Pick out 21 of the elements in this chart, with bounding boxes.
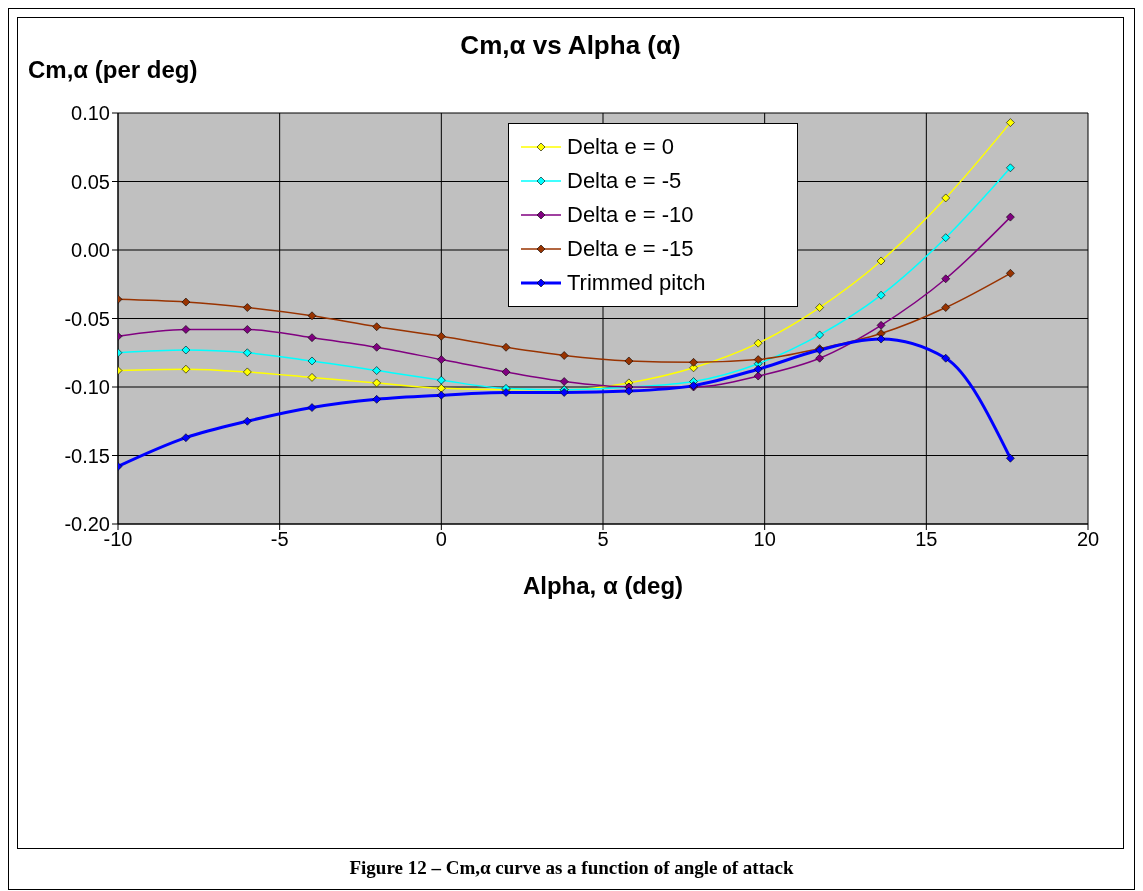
y-tick-label: -0.10 (64, 376, 110, 399)
legend-label: Delta e = 0 (567, 134, 675, 160)
x-tick-label: 0 (435, 528, 447, 551)
x-tick-label: 15 (915, 528, 938, 551)
y-tick-label: 0.10 (71, 102, 110, 125)
legend-label: Delta e = -5 (567, 168, 682, 194)
caption: Figure 12 – Cm,α curve as a function of angle of attack (348, 857, 795, 879)
x-tick-label: 20 (1076, 528, 1100, 551)
x-tick-label: -5 (270, 528, 289, 551)
x-tick-label: 5 (597, 528, 609, 551)
legend-label: Delta e = -15 (567, 236, 694, 262)
x-axis-title: Alpha, α (deg) (522, 572, 684, 599)
chart-title: Cm,α vs Alpha (α) (460, 30, 681, 60)
y-tick-label: -0.15 (64, 444, 110, 467)
y-axis-title: Cm,α (per deg) (28, 56, 198, 84)
legend-label: Delta e = -10 (567, 202, 694, 228)
y-tick-label: 0.00 (71, 239, 110, 262)
legend-label: Trimmed pitch (567, 270, 706, 296)
y-tick-label: 0.05 (71, 170, 110, 193)
x-tick-label: 10 (753, 528, 776, 551)
y-tick-label: -0.05 (64, 307, 110, 330)
